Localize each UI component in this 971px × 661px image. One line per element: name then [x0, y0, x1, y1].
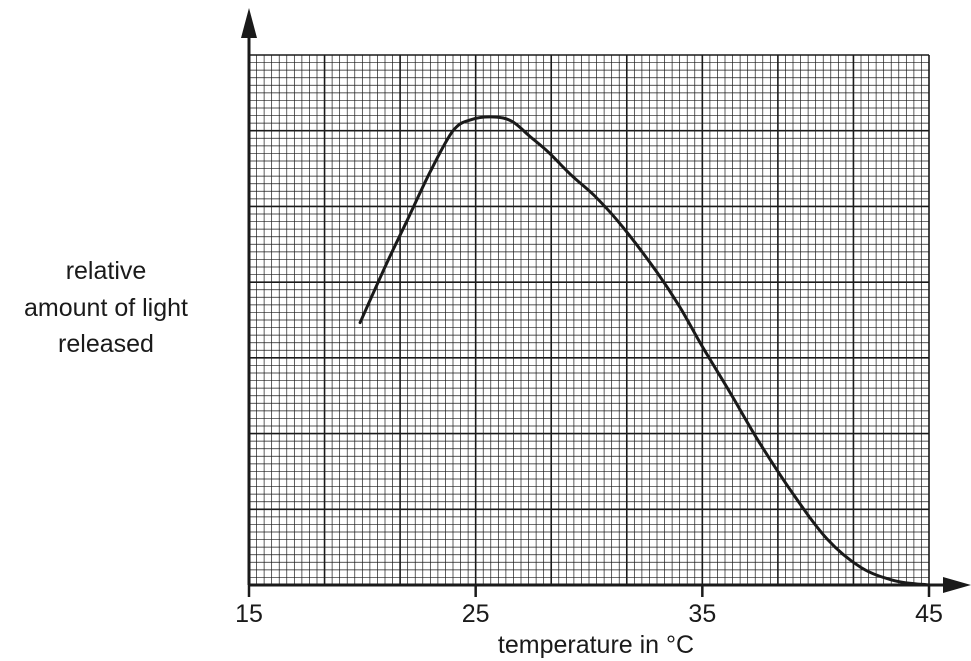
y-axis-title-line-3: released — [58, 330, 154, 358]
x-tick-label: 45 — [915, 600, 943, 628]
grid — [248, 54, 930, 586]
y-axis-title-line-1: relative — [66, 257, 147, 285]
series-line — [358, 115, 931, 587]
x-tick-label: 25 — [462, 600, 490, 628]
x-axis-arrow-icon — [943, 577, 971, 593]
y-axis-title-line-2: amount of light — [24, 294, 188, 322]
x-axis-title: temperature in °C — [498, 631, 694, 659]
x-ticks: 15 25 35 45 — [235, 585, 943, 628]
x-tick-label: 35 — [688, 600, 716, 628]
x-tick-label: 15 — [235, 600, 263, 628]
y-axis-arrow-icon — [241, 8, 257, 38]
